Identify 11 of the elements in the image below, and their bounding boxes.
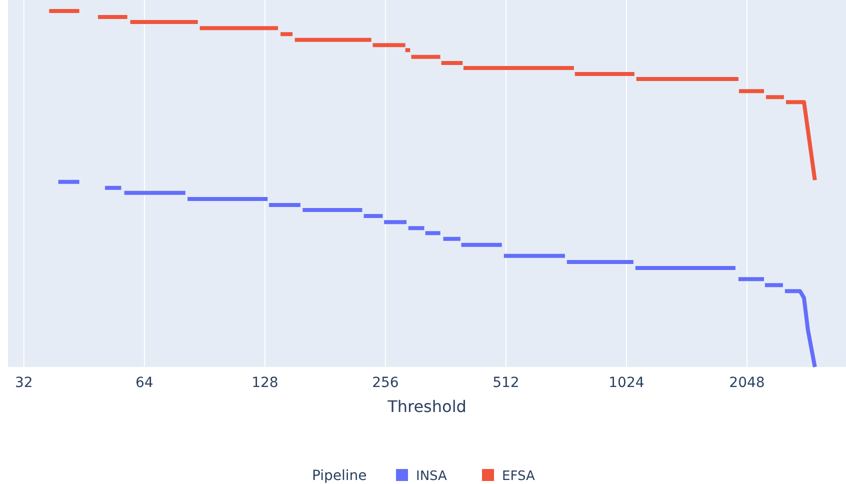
- legend-title: Pipeline: [312, 468, 367, 484]
- legend-label: EFSA: [502, 469, 535, 484]
- x-tick-label: 1024: [608, 374, 644, 391]
- legend-label: INSA: [416, 469, 448, 484]
- x-tick-label: 2048: [729, 374, 765, 391]
- x-tick-label: 512: [492, 374, 520, 391]
- x-axis-title: Threshold: [386, 397, 466, 416]
- x-tick-label: 256: [372, 374, 399, 391]
- x-tick-label: 32: [15, 374, 33, 391]
- x-tick-label: 128: [252, 374, 278, 391]
- x-tick-label: 64: [136, 374, 154, 391]
